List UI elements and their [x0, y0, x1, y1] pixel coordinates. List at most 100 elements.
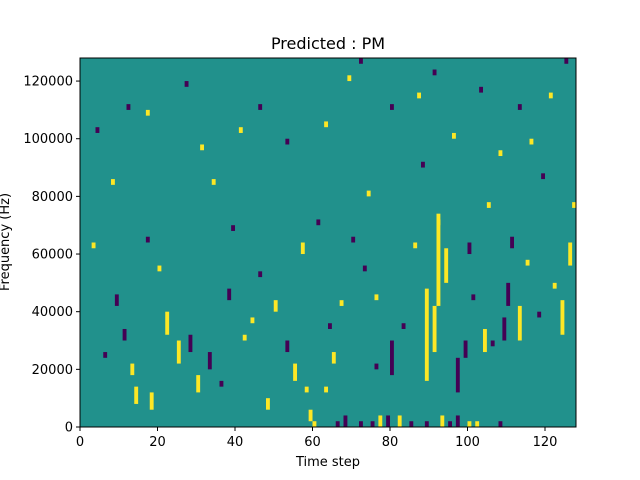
heatmap-cell-high — [374, 294, 379, 301]
heatmap-cell-high — [436, 219, 441, 226]
heatmap-cell-low — [479, 86, 484, 93]
heatmap-cell-high — [483, 328, 487, 353]
x-axis: 0 20 40 60 80 100 120 — [76, 427, 558, 450]
heatmap-cell-low — [506, 282, 511, 306]
heatmap-cell-low — [362, 265, 367, 272]
heatmap-cell-high — [444, 248, 449, 283]
heatmap-cell-high — [552, 282, 557, 289]
heatmap-cell-high — [111, 179, 115, 185]
heatmap-cell-low — [227, 288, 232, 301]
heatmap-cell-low — [114, 294, 119, 306]
heatmap-cell-low — [219, 380, 224, 387]
heatmap-cell-low — [145, 236, 150, 243]
heatmap-cell-high — [529, 138, 534, 145]
x-tick-label: 120 — [533, 435, 558, 450]
y-axis: 0 20000 40000 60000 80000 100000 120000 — [23, 75, 80, 436]
heatmap-cell-high — [91, 242, 96, 249]
x-axis-label: Time step — [295, 455, 360, 470]
heatmap-cell-low — [537, 311, 542, 318]
heatmap-cell-low — [184, 81, 189, 87]
heatmap-cell-low — [374, 363, 379, 370]
y-tick-label: 100000 — [23, 132, 73, 147]
heatmap-cell-high — [331, 352, 336, 364]
heatmap-cell-low — [386, 415, 391, 427]
heatmap-cell-high — [568, 242, 573, 266]
heatmap-cell-high — [525, 259, 530, 266]
heatmap-cell-high — [134, 386, 139, 404]
heatmap-cell-high — [130, 363, 135, 376]
heatmap-cell-high — [424, 288, 429, 381]
y-tick-label: 0 — [65, 421, 73, 436]
heatmap-cell-high — [413, 242, 418, 249]
heatmap-cell-high — [145, 109, 150, 116]
y-tick-label: 120000 — [23, 75, 73, 90]
heatmap-cell-low — [517, 104, 522, 110]
heatmap-cell-low — [455, 415, 460, 427]
heatmap-cell-high — [266, 398, 270, 410]
heatmap-cell-high — [250, 317, 255, 324]
heatmap-cell-low — [463, 340, 468, 358]
heatmap-cell-high — [293, 363, 298, 381]
heatmap-cell-high — [165, 311, 170, 335]
heatmap-cell-high — [432, 305, 437, 353]
heatmap-cell-low — [541, 173, 546, 180]
heatmap-cell-low — [122, 328, 127, 341]
y-tick-label: 80000 — [32, 190, 73, 205]
heatmap-cell-low — [231, 225, 236, 231]
heatmap-cell-low — [103, 352, 108, 358]
heatmap-cell-high — [196, 375, 201, 393]
heatmap-cell-low — [188, 334, 193, 353]
heatmap-cell-low — [421, 161, 425, 168]
heatmap-cell-low — [471, 294, 476, 301]
heatmap-cell-low — [359, 421, 363, 427]
heatmap-cell-high — [304, 386, 309, 393]
heatmap-cell-high — [149, 392, 154, 410]
heatmap-cell-low — [328, 323, 332, 329]
heatmap-cell-low — [467, 242, 472, 255]
plot-background — [80, 58, 576, 427]
heatmap-cell-low — [455, 357, 460, 393]
heatmap-cell-high — [211, 179, 216, 185]
heatmap-cells — [91, 58, 577, 427]
heatmap-cell-low — [258, 104, 263, 110]
heatmap-cell-high — [517, 305, 522, 341]
heatmap-cell-high — [397, 415, 402, 427]
heatmap-cell-high — [486, 202, 491, 208]
heatmap-cell-low — [285, 340, 290, 353]
heatmap-cell-low — [490, 340, 495, 347]
heatmap-cell-high — [440, 415, 445, 427]
heatmap-cell-low — [432, 69, 437, 76]
heatmap-cell-high — [324, 386, 329, 393]
heatmap-cell-high — [498, 150, 503, 157]
heatmap-cell-high — [572, 202, 577, 208]
heatmap-cell-high — [324, 121, 329, 128]
y-tick-label: 20000 — [32, 363, 73, 378]
heatmap-cell-high — [452, 132, 456, 139]
heatmap-cell-low — [343, 415, 348, 427]
y-tick-label: 40000 — [32, 305, 73, 320]
heatmap-cell-high — [300, 242, 305, 255]
heatmap-cell-low — [390, 340, 394, 376]
heatmap-cell-low — [285, 138, 290, 145]
heatmap-cell-low — [351, 236, 356, 243]
heatmap-cell-low — [424, 421, 429, 427]
heatmap-cell-high — [273, 300, 278, 312]
heatmap-cell-low — [370, 421, 375, 427]
heatmap-cell-high — [475, 421, 480, 427]
heatmap-cell-high — [157, 265, 162, 272]
heatmap-cell-high — [366, 190, 371, 197]
heatmap-cell-low — [390, 104, 394, 110]
heatmap-cell-low — [359, 58, 363, 64]
heatmap-cell-low — [498, 421, 503, 427]
chart-title: Predicted : PM — [271, 34, 385, 53]
heatmap-cell-low — [335, 421, 340, 427]
heatmap-cell-high — [436, 213, 441, 306]
heatmap-cell-high — [417, 92, 422, 99]
heatmap-cell-high — [548, 92, 553, 99]
heatmap-cell-low — [448, 421, 453, 427]
heatmap-cell-low — [207, 352, 212, 370]
heatmap-cell-high — [347, 75, 352, 82]
x-tick-label: 0 — [76, 435, 84, 450]
x-tick-label: 40 — [227, 435, 244, 450]
